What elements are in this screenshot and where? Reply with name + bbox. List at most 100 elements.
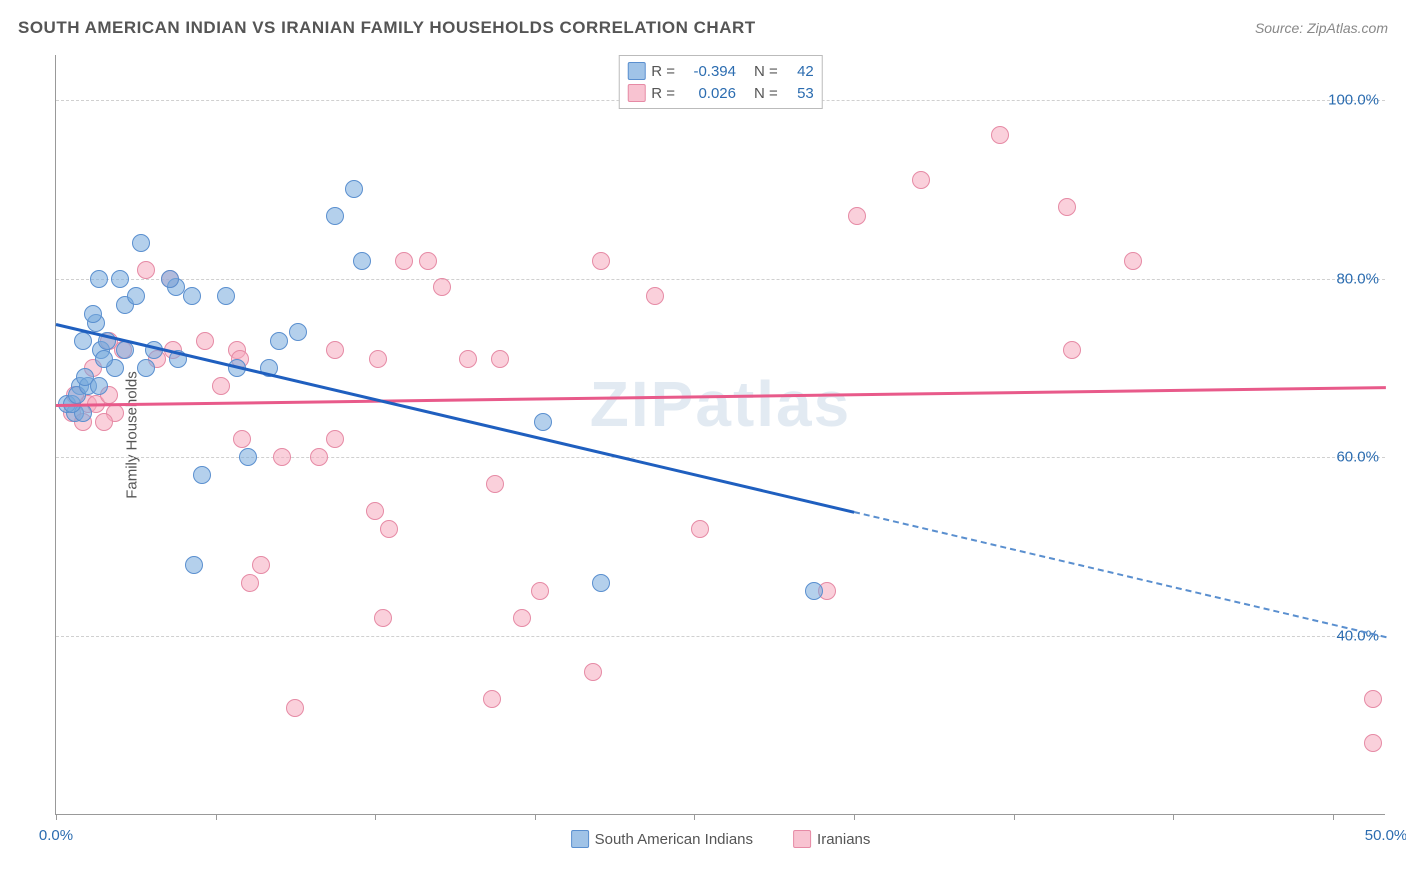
- pink-swatch-icon: [793, 830, 811, 848]
- scatter-point: [353, 252, 371, 270]
- scatter-point: [1124, 252, 1142, 270]
- scatter-point: [1364, 734, 1382, 752]
- scatter-point: [1058, 198, 1076, 216]
- scatter-point: [137, 359, 155, 377]
- scatter-point: [95, 413, 113, 431]
- y-axis-label: Family Households: [123, 371, 140, 499]
- r-label: R =: [651, 85, 675, 102]
- scatter-point: [90, 377, 108, 395]
- x-tick: [216, 814, 217, 820]
- scatter-point: [326, 207, 344, 225]
- y-tick-label: 80.0%: [1336, 270, 1379, 287]
- x-tick: [1333, 814, 1334, 820]
- scatter-point: [90, 270, 108, 288]
- scatter-point: [1364, 690, 1382, 708]
- bottom-legend: South American Indians Iranians: [571, 830, 871, 848]
- scatter-point: [848, 207, 866, 225]
- legend-label-blue: South American Indians: [595, 831, 753, 848]
- x-tick-label-right: 50.0%: [1365, 827, 1406, 844]
- scatter-point: [217, 287, 235, 305]
- scatter-point: [345, 180, 363, 198]
- x-tick: [535, 814, 536, 820]
- chart-title: SOUTH AMERICAN INDIAN VS IRANIAN FAMILY …: [18, 18, 756, 38]
- trend-line: [56, 323, 855, 514]
- scatter-point: [84, 305, 102, 323]
- scatter-point: [326, 341, 344, 359]
- scatter-point: [239, 448, 257, 466]
- scatter-point: [531, 582, 549, 600]
- x-tick: [375, 814, 376, 820]
- scatter-point: [646, 287, 664, 305]
- source-attribution: Source: ZipAtlas.com: [1255, 20, 1388, 36]
- scatter-point: [592, 574, 610, 592]
- scatter-point: [513, 609, 531, 627]
- x-tick: [56, 814, 57, 820]
- scatter-point: [193, 466, 211, 484]
- scatter-point: [185, 556, 203, 574]
- scatter-point: [483, 690, 501, 708]
- source-prefix: Source:: [1255, 20, 1307, 36]
- scatter-point: [1063, 341, 1081, 359]
- scatter-point: [289, 323, 307, 341]
- n-label: N =: [754, 85, 778, 102]
- scatter-point: [459, 350, 477, 368]
- watermark-text: ZIPatlas: [590, 367, 851, 441]
- y-tick-label: 100.0%: [1328, 91, 1379, 108]
- scatter-point: [74, 332, 92, 350]
- gridline-horizontal: [56, 636, 1385, 637]
- header-bar: SOUTH AMERICAN INDIAN VS IRANIAN FAMILY …: [18, 18, 1388, 38]
- n-label: N =: [754, 63, 778, 80]
- stats-row-pink: R = 0.026 N = 53: [627, 82, 814, 104]
- x-tick: [694, 814, 695, 820]
- scatter-point: [380, 520, 398, 538]
- scatter-point: [366, 502, 384, 520]
- source-name: ZipAtlas.com: [1307, 20, 1388, 36]
- x-tick-label-left: 0.0%: [39, 827, 73, 844]
- pink-swatch-icon: [627, 84, 645, 102]
- scatter-point: [912, 171, 930, 189]
- scatter-point: [137, 261, 155, 279]
- chart-plot-area: ZIPatlas Family Households 40.0%60.0%80.…: [55, 55, 1385, 815]
- blue-r-value: -0.394: [681, 63, 736, 80]
- gridline-horizontal: [56, 279, 1385, 280]
- scatter-point: [270, 332, 288, 350]
- scatter-point: [252, 556, 270, 574]
- scatter-point: [491, 350, 509, 368]
- scatter-point: [374, 609, 392, 627]
- scatter-point: [369, 350, 387, 368]
- scatter-point: [805, 582, 823, 600]
- pink-r-value: 0.026: [681, 85, 736, 102]
- scatter-point: [419, 252, 437, 270]
- x-tick: [1173, 814, 1174, 820]
- stats-row-blue: R = -0.394 N = 42: [627, 60, 814, 82]
- scatter-point: [196, 332, 214, 350]
- legend-item-blue: South American Indians: [571, 830, 753, 848]
- y-tick-label: 60.0%: [1336, 449, 1379, 466]
- scatter-point: [691, 520, 709, 538]
- legend-label-pink: Iranians: [817, 831, 870, 848]
- scatter-point: [233, 430, 251, 448]
- scatter-point: [111, 270, 129, 288]
- blue-swatch-icon: [627, 62, 645, 80]
- scatter-point: [395, 252, 413, 270]
- scatter-point: [95, 350, 113, 368]
- x-tick: [854, 814, 855, 820]
- scatter-point: [326, 430, 344, 448]
- scatter-point: [183, 287, 201, 305]
- stats-legend-box: R = -0.394 N = 42 R = 0.026 N = 53: [618, 55, 823, 109]
- scatter-point: [273, 448, 291, 466]
- scatter-point: [241, 574, 259, 592]
- pink-n-value: 53: [784, 85, 814, 102]
- scatter-point: [212, 377, 230, 395]
- r-label: R =: [651, 63, 675, 80]
- scatter-point: [127, 287, 145, 305]
- x-tick: [1014, 814, 1015, 820]
- scatter-point: [433, 278, 451, 296]
- scatter-point: [161, 270, 179, 288]
- scatter-point: [584, 663, 602, 681]
- scatter-point: [132, 234, 150, 252]
- scatter-point: [991, 126, 1009, 144]
- trend-line: [56, 386, 1386, 407]
- scatter-point: [486, 475, 504, 493]
- legend-item-pink: Iranians: [793, 830, 870, 848]
